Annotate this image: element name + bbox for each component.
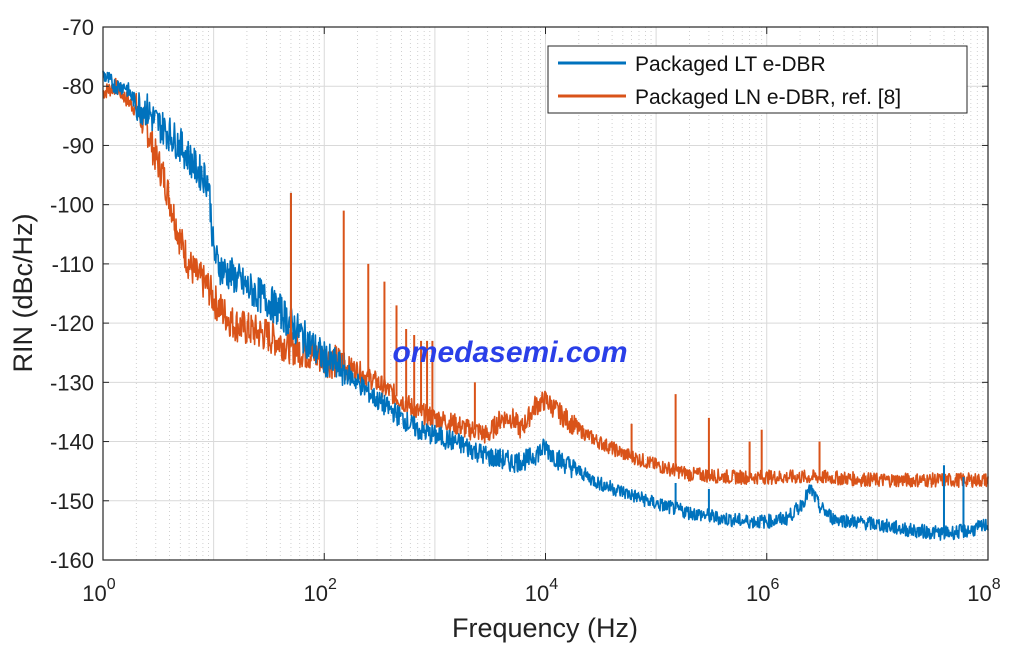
y-tick-label: -130 xyxy=(50,370,94,395)
x-tick-label: 104 xyxy=(525,576,558,606)
x-tick-label: 108 xyxy=(967,576,1000,606)
y-tick-label: -160 xyxy=(50,548,94,573)
series-lines xyxy=(102,70,989,541)
legend: Packaged LT e-DBR Packaged LN e-DBR, ref… xyxy=(547,45,968,114)
x-tick-exponent: 8 xyxy=(992,576,1001,593)
axis-ticks: -160 -150 -140 -130 -120 -110 -100 -90 -80 -70 100… xyxy=(50,15,1001,606)
y-tick-label: -80 xyxy=(62,74,94,99)
x-tick-exponent: 0 xyxy=(107,576,116,593)
x-tick-exponent: 4 xyxy=(549,576,558,593)
y-tick-label: -120 xyxy=(50,311,94,336)
x-tick-label: 100 xyxy=(82,576,115,606)
legend-box xyxy=(547,45,968,114)
x-axis-label: Frequency (Hz) xyxy=(452,613,638,643)
series-line-0 xyxy=(102,70,989,541)
y-axis-label: RIN (dBc/Hz) xyxy=(8,213,38,372)
x-tick-exponent: 6 xyxy=(771,576,780,593)
x-tick-label: 102 xyxy=(304,576,337,606)
grid-lines xyxy=(102,26,988,561)
legend-label-lt: Packaged LT e-DBR xyxy=(635,53,826,76)
y-tick-label: -140 xyxy=(50,430,94,455)
y-tick-label: -90 xyxy=(62,133,94,158)
y-tick-label: -150 xyxy=(50,489,94,514)
y-tick-label: -70 xyxy=(62,15,94,40)
y-tick-label: -100 xyxy=(50,193,94,218)
watermark-text: omedasemi.com xyxy=(392,336,627,369)
series-line-1 xyxy=(102,77,989,488)
x-tick-exponent: 2 xyxy=(328,576,337,593)
x-tick-label: 106 xyxy=(746,576,779,606)
y-tick-label: -110 xyxy=(52,252,94,277)
legend-label-ln: Packaged LN e-DBR, ref. [8] xyxy=(635,86,901,109)
